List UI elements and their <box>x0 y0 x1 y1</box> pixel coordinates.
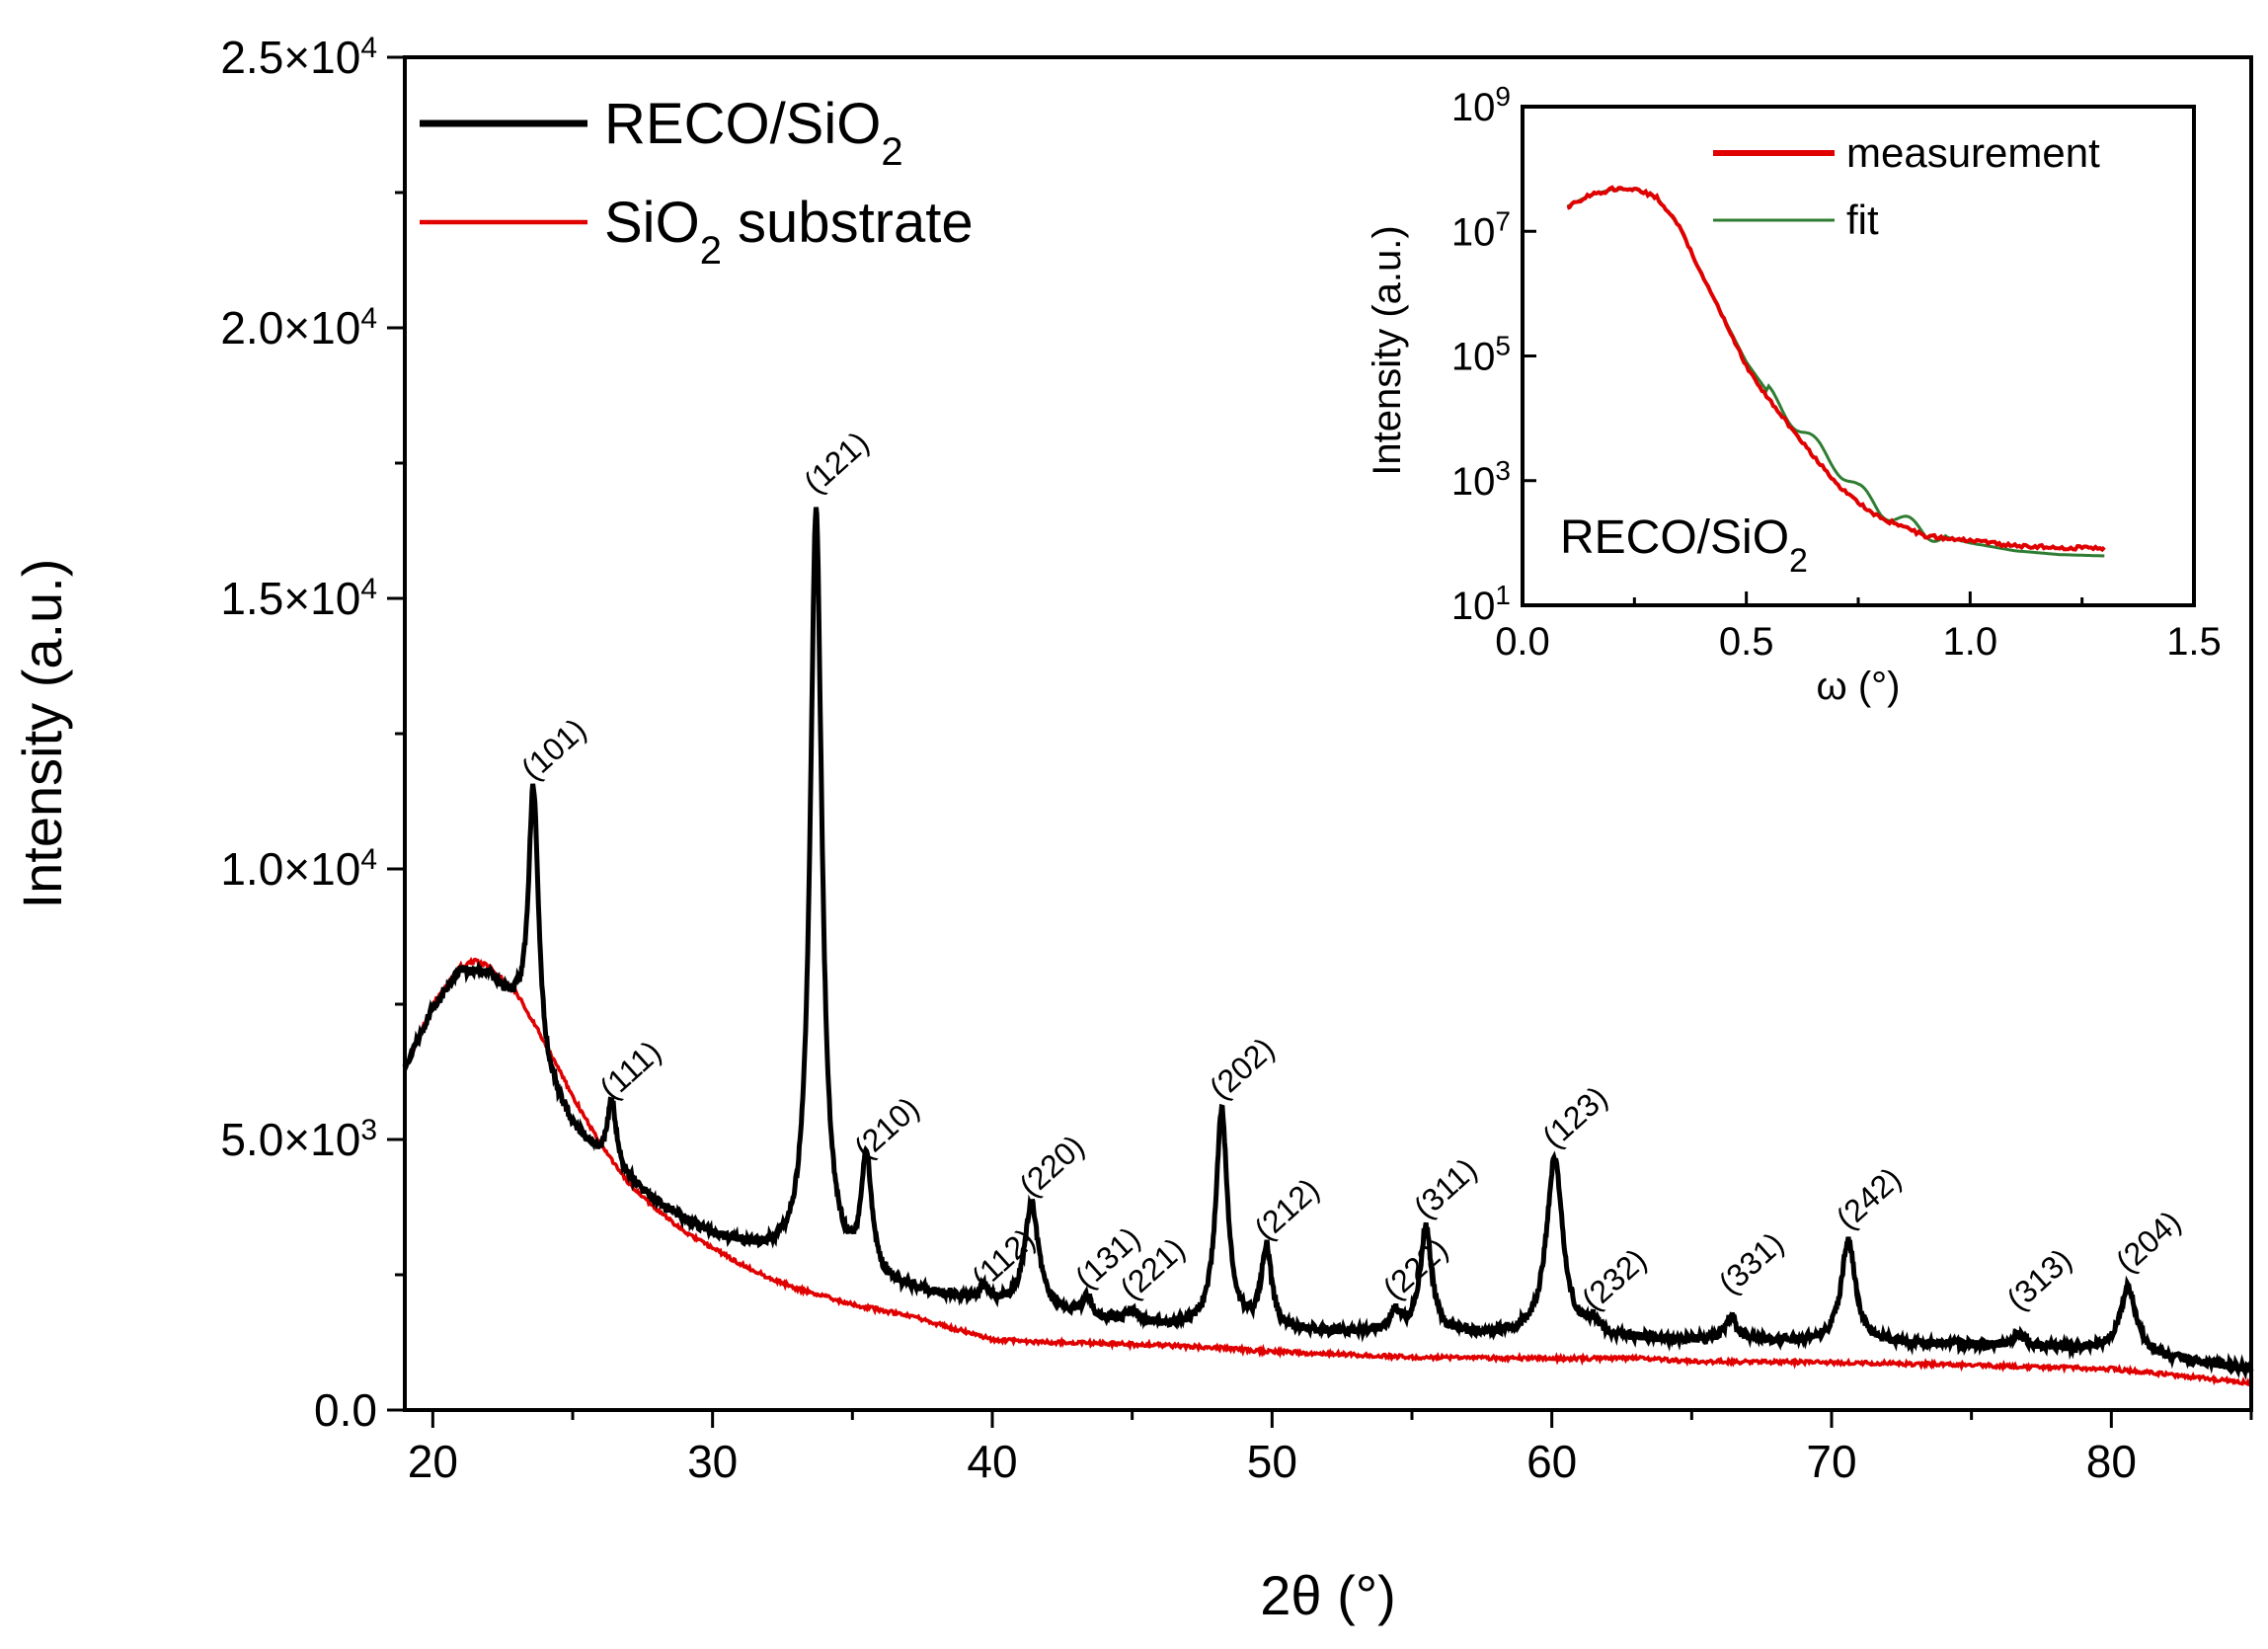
y-tick-mantissa: 1.0×10 <box>220 843 360 895</box>
y-tick-exponent: 4 <box>360 302 377 335</box>
peak-label: (232) <box>1575 1241 1654 1317</box>
main-series-layer <box>402 507 2254 1387</box>
peak-label: (112) <box>965 1221 1042 1296</box>
inset-y-axis-title: Intensity (a.u.) <box>1366 225 1409 475</box>
y-tick-mantissa: 2.0×10 <box>220 302 360 353</box>
x-tick-label: 40 <box>967 1436 1017 1487</box>
inset-y-tick-exponent: 3 <box>1495 454 1511 485</box>
peak-label: (202) <box>1203 1031 1282 1107</box>
y-tick-mantissa: 1.5×10 <box>220 573 360 624</box>
x-tick-label: 30 <box>687 1436 738 1487</box>
inset-x-axis: 0.0 0.5 1.0 1.5 <box>1495 591 2222 664</box>
inset-y-tick-exponent: 5 <box>1495 330 1511 360</box>
y-tick-mantissa: 0.0 <box>314 1384 377 1436</box>
peak-label: (210) <box>847 1090 926 1166</box>
legend-label-text: RECO/SiO <box>604 92 881 156</box>
y-tick-label: 2.0×104 <box>220 302 377 354</box>
inset-y-tick-base: 10 <box>1451 336 1496 379</box>
y-tick-mantissa: 2.5×10 <box>220 32 360 83</box>
peak-label: (123) <box>1535 1079 1614 1155</box>
inset-y-tick-exponent: 7 <box>1495 205 1511 236</box>
inset-legend-label: fit <box>1846 196 1879 243</box>
y-tick-label: 5.0×103 <box>220 1114 377 1166</box>
main-plot-frame <box>403 55 2253 1412</box>
inset-series-fit <box>1566 187 2105 558</box>
inset-y-tick-exponent: 1 <box>1495 580 1511 610</box>
legend-label-text: SiO <box>604 191 700 255</box>
main-x-axis: 20 30 40 50 60 70 80 <box>408 1410 2253 1487</box>
inset-x-axis-title: ω (°) <box>1817 665 1901 708</box>
main-x-axis-title: 2θ (°) <box>1260 1564 1396 1626</box>
inset-note-subscript: 2 <box>1789 542 1808 580</box>
inset-series-layer <box>1566 185 2106 558</box>
x-tick-label: 50 <box>1247 1436 1297 1487</box>
x-tick-label: 80 <box>2086 1436 2137 1487</box>
peak-annotations: (101)(111)(121)(210)(112)(220)(131)(221)… <box>514 425 2188 1317</box>
inset-x-tick-label: 0.0 <box>1495 620 1550 664</box>
peak-label: (242) <box>1830 1160 1909 1236</box>
inset-sample-note: RECO/SiO2 <box>1560 511 1808 580</box>
series-sio2-substrate <box>403 956 2253 1387</box>
legend-label: RECO/SiO2 <box>604 92 903 174</box>
inset-y-tick-label: 103 <box>1451 454 1511 504</box>
inset-y-tick-base: 10 <box>1451 86 1496 129</box>
inset-note-text: RECO/SiO2 <box>1560 511 1808 580</box>
peak-label: (331) <box>1712 1225 1791 1301</box>
peak-label: (212) <box>1247 1171 1326 1247</box>
peak-label: (204) <box>2109 1204 2188 1280</box>
legend-label-subscript: 2 <box>881 130 902 174</box>
inset-legend: measurement fit <box>1713 129 2100 243</box>
legend-label-suffix: substrate <box>722 191 974 255</box>
peak-label: (101) <box>514 711 593 787</box>
y-tick-label: 1.0×104 <box>220 843 377 896</box>
peak-label: (121) <box>797 425 876 501</box>
inset-y-tick-label: 105 <box>1451 330 1511 379</box>
x-tick-label: 70 <box>1806 1436 1856 1487</box>
inset-y-tick-base: 10 <box>1451 460 1496 504</box>
inset-y-tick-base: 10 <box>1451 585 1496 628</box>
peak-label: (313) <box>1999 1241 2078 1317</box>
y-tick-label: 1.5×104 <box>220 573 377 625</box>
inset-x-tick-label: 1.5 <box>2166 620 2222 664</box>
peak-label: (111) <box>592 1034 667 1107</box>
inset-note-base: RECO/SiO <box>1560 511 1789 564</box>
legend-label: SiO2 substrate <box>604 191 974 273</box>
series-reco-sio2 <box>402 507 2254 1381</box>
inset-x-tick-label: 1.0 <box>1943 620 1998 664</box>
y-tick-label: 2.5×104 <box>220 32 377 84</box>
inset-y-tick-label: 109 <box>1451 81 1511 130</box>
main-y-axis-title: Intensity (a.u.) <box>11 559 73 909</box>
inset-x-tick-label: 0.5 <box>1719 620 1774 664</box>
y-tick-mantissa: 5.0×10 <box>220 1114 360 1165</box>
inset-series-measurement <box>1566 185 2106 553</box>
y-tick-exponent: 3 <box>360 1114 377 1146</box>
peak-label: (220) <box>1012 1128 1091 1204</box>
peak-label: (311) <box>1407 1151 1484 1225</box>
inset-y-tick-label: 107 <box>1451 205 1511 255</box>
y-tick-label: 0.0 <box>314 1384 377 1436</box>
x-tick-label: 60 <box>1526 1436 1577 1487</box>
y-tick-exponent: 4 <box>360 843 377 876</box>
inset-y-tick-exponent: 9 <box>1495 81 1511 112</box>
legend-label-subscript: 2 <box>700 229 722 273</box>
y-tick-exponent: 4 <box>360 32 377 64</box>
x-tick-label: 20 <box>408 1436 458 1487</box>
inset-y-tick-label: 101 <box>1451 580 1511 629</box>
inset-legend-label: measurement <box>1846 129 2100 176</box>
y-tick-exponent: 4 <box>360 573 377 605</box>
inset-y-tick-base: 10 <box>1451 210 1496 254</box>
